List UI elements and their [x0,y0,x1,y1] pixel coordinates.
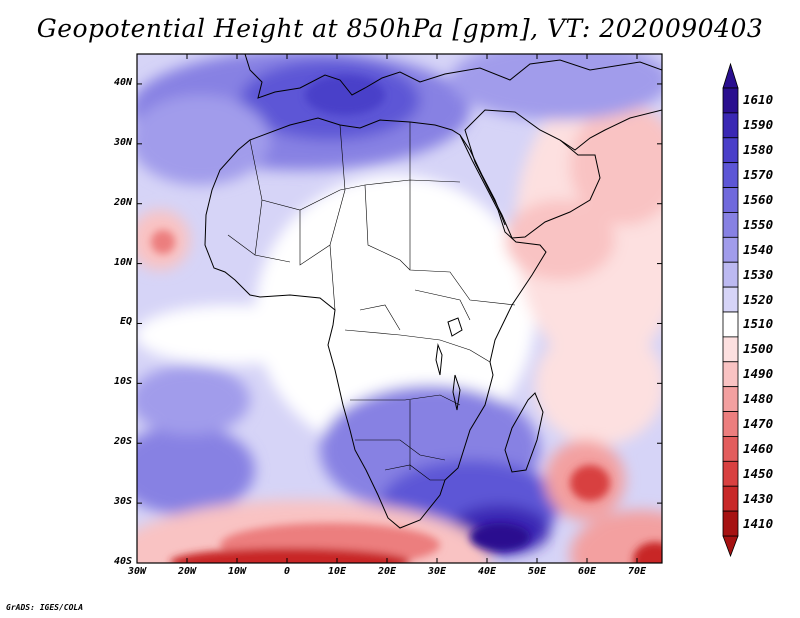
colorbar-level-label: 1470 [743,416,774,431]
coastlines [204,54,662,529]
lon-tick-label: 30E [427,566,447,577]
colorbar-level-label: 1520 [743,291,774,307]
lon-tick-label: 20E [377,566,397,577]
colorbar-swatch [722,112,739,139]
colorbar-level-label: 1590 [743,117,774,133]
europe-coastline [244,54,662,99]
colorbar-level-label: 1450 [743,465,774,481]
colorbar-swatch [722,162,739,188]
colorbar-level-label: 1490 [743,366,774,382]
colorbar-level-label: 1460 [743,440,774,456]
lat-tick-label: EQ [119,316,132,328]
lon-tick-label: 10W [227,566,247,577]
red-sea-coastline [459,134,506,226]
colorbar-swatch [722,236,739,263]
colorbar-bottom-arrow [722,535,739,558]
colorbar-level-label: 1540 [743,241,774,257]
lon-tick-label: 30W [127,566,147,577]
madagascar-coastline [504,392,544,473]
lon-tick-label: 10E [327,566,347,577]
colorbar-swatch [722,411,739,437]
colorbar-level-label: 1500 [743,341,774,357]
colorbar-level-label: 1610 [743,92,774,108]
colorbar-swatch [722,386,739,412]
colorbar-swatch [722,212,739,238]
country-borders [227,122,516,481]
lat-tick-label: 20S [113,436,132,448]
lon-tick-label: 70E [627,566,647,577]
colorbar-swatch [722,261,739,288]
field-cores [151,75,662,563]
grads-credit: GrADS: IGES/COLA [6,603,84,612]
colorbar-swatch [722,311,739,338]
colorbar-swatch [722,510,739,537]
colorbar-swatch [722,137,739,164]
map-title: Geopotential Height at 850hPa [gpm], VT:… [36,14,764,43]
axis-ticks [136,54,662,564]
lat-tick-label: 40N [113,76,132,88]
lat-tick-label: 10N [113,256,132,268]
colorbar-swatch [722,336,739,363]
colorbar [722,62,739,558]
colorbar-swatch [722,436,739,462]
lon-tick-label: 40E [477,566,497,577]
colorbar-swatch [722,485,739,512]
lat-tick-label: 10S [113,376,132,388]
colorbar-swatch [722,361,739,388]
lat-tick-label: 20N [113,196,132,208]
lat-tick-label: 40S [113,556,132,567]
africa-coastline [204,117,547,529]
colorbar-swatch [722,286,739,313]
colorbar-level-label: 1580 [743,142,774,158]
lake-malawi [452,374,461,411]
map-frame [136,53,663,564]
lake-victoria [447,317,463,337]
lat-tick-label: 30N [113,136,132,148]
height-field [137,54,662,563]
lat-tick-label: 30S [113,496,132,508]
field-shading [137,54,662,563]
lake-tanganyika [435,343,443,376]
colorbar-level-label: 1480 [743,391,774,407]
lon-tick-label: 60E [577,566,597,577]
colorbar-level-label: 1570 [743,167,774,183]
colorbar-swatch [722,460,739,487]
colorbar-level-label: 1530 [743,266,774,282]
lon-tick-label: 20W [177,566,197,577]
colorbar-level-label: 1550 [743,216,774,232]
colorbar-level-label: 1410 [743,515,774,531]
colorbar-swatch [722,187,739,213]
colorbar-level-label: 1560 [743,192,774,207]
colorbar-swatch [722,87,739,114]
colorbar-top-arrow [722,62,739,89]
persian-gulf-coastline [559,109,662,151]
colorbar-level-label: 1510 [743,316,774,332]
lon-tick-label: 0 [283,566,291,577]
colorbar-level-label: 1430 [743,490,774,506]
lon-tick-label: 50E [527,566,547,577]
